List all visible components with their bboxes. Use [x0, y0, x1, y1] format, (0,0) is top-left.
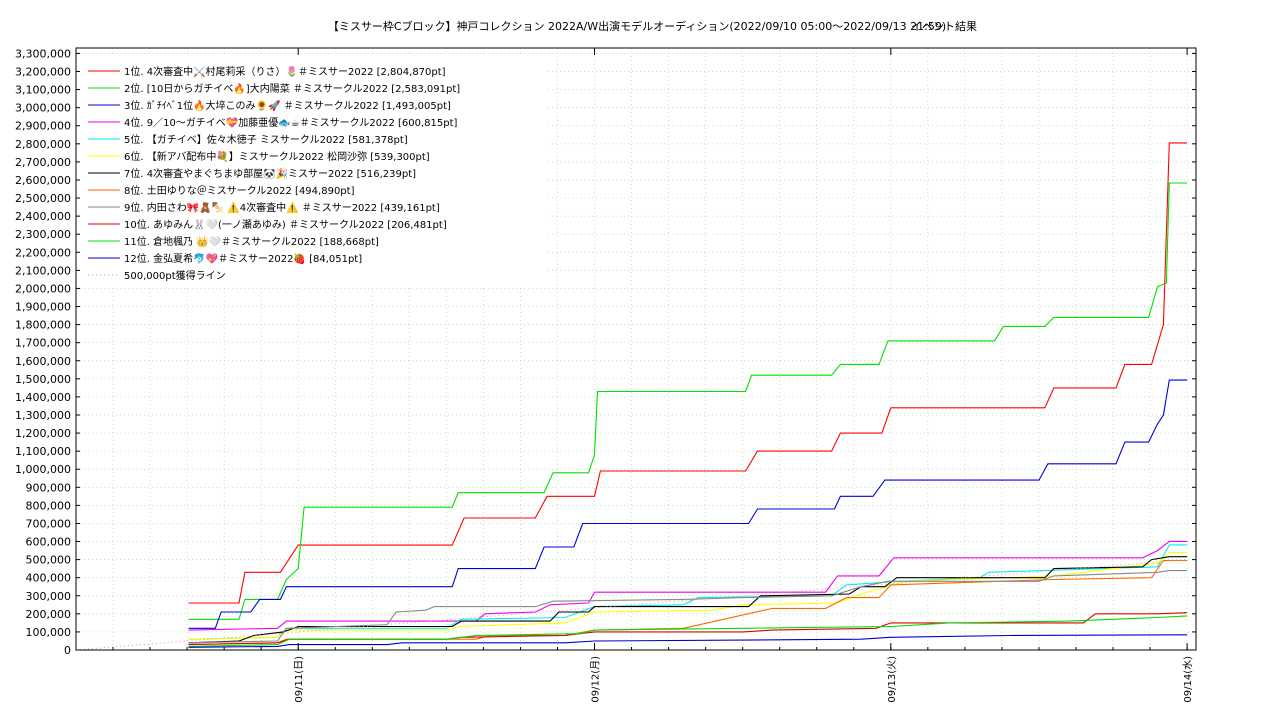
y-tick-label: 2,500,000	[15, 192, 71, 205]
legend-label: 2位. [10日からガチイベ🔥]大内陽菜 ＃ミスサークル2022 [2,583,…	[124, 82, 460, 95]
legend-box	[80, 55, 548, 288]
y-tick-label: 1,200,000	[15, 427, 71, 440]
legend: 1位. 4次審査中⚔️村尾莉采（りさ）🌷＃ミスサー2022 [2,804,870…	[80, 55, 548, 288]
series-line-6	[188, 551, 1188, 640]
y-tick-label: 1,800,000	[15, 319, 71, 332]
y-tick-label: 200,000	[26, 608, 72, 621]
y-tick-label: 700,000	[26, 517, 72, 530]
legend-label: 7位. 4次審査やまぐちまゆ部屋🐼🎉ミスサー2022 [516,239pt]	[124, 167, 416, 180]
y-tick-label: 2,600,000	[15, 174, 71, 187]
y-tick-label: 0	[64, 644, 71, 657]
x-tick-label: 09/13(火)	[886, 656, 898, 703]
y-tick-label: 2,000,000	[15, 282, 71, 295]
series-line-11	[188, 615, 1188, 647]
y-tick-label: 2,800,000	[15, 138, 71, 151]
y-tick-label: 1,900,000	[15, 301, 71, 314]
axes: 0 100,000 200,000 300,000 400,000 500,000 600,…	[15, 47, 1196, 703]
y-tick-label: 900,000	[26, 481, 72, 494]
legend-label: 10位. あゆみん🐰🤍(一ノ瀬あゆみ) ＃ミスサークル2022 [206,481…	[124, 218, 447, 231]
legend-label: 12位. 金弘夏希🐬💖＃ミスサー2022🍓 [84,051pt]	[124, 252, 362, 265]
y-tick-label: 2,300,000	[15, 228, 71, 241]
legend-label: 5位. 【ガチイベ】佐々木徳子 ミスサークル2022 [581,378pt]	[124, 133, 408, 146]
x-tick-label: 09/14(水)	[1182, 656, 1194, 703]
chart-title: 【ミスサー枠Cブロック】神戸コレクション 2022A/W出演モデルオーディション…	[328, 19, 946, 33]
y-tick-label: 1,700,000	[15, 337, 71, 350]
y-tick-label: 400,000	[26, 572, 72, 585]
y-tick-label: 1,300,000	[15, 409, 71, 422]
y-tick-label: 600,000	[26, 536, 72, 549]
legend-label: 3位. ｶﾞﾁｲﾍﾞ1位🔥大埣このみ🌻🚀 ＃ミスサークル2022 [1,493,…	[124, 99, 451, 112]
legend-label: 1位. 4次審査中⚔️村尾莉采（りさ）🌷＃ミスサー2022 [2,804,870…	[124, 65, 446, 78]
y-tick-label: 300,000	[26, 590, 72, 603]
x-tick-label: 09/11(日)	[294, 656, 305, 703]
y-tick-label: 3,200,000	[15, 66, 71, 79]
y-tick-label: 2,100,000	[15, 264, 71, 277]
legend-label: 11位. 倉地楓乃 👑🤍＃ミスサークル2022 [188,668pt]	[124, 235, 379, 248]
y-tick-label: 3,100,000	[15, 84, 71, 97]
y-tick-label: 1,000,000	[15, 463, 71, 476]
y-tick-label: 2,700,000	[15, 156, 71, 169]
series-line-3	[188, 379, 1188, 629]
y-tick-label: 2,900,000	[15, 120, 71, 133]
y-tick-label: 2,400,000	[15, 210, 71, 223]
series-line-12	[188, 634, 1188, 648]
y-tick-label: 2,200,000	[15, 246, 71, 259]
y-tick-label: 100,000	[26, 626, 72, 639]
series-line-5	[188, 544, 1188, 640]
series-layer	[75, 142, 1188, 651]
y-tick-label: 1,400,000	[15, 391, 71, 404]
y-tick-label: 800,000	[26, 499, 72, 512]
series-line-13	[75, 559, 1188, 651]
legend-label: 9位. 内田さわ🎀🧸🍢 ⚠️4次審査中⚠️ ＃ミスサー2022 [439,161…	[124, 201, 440, 214]
series-line-2	[188, 182, 1188, 620]
series-line-1	[188, 142, 1188, 604]
legend-label: 4位. 9／10～ガチイベ💝加藤亜優🐟☕＃ミスサークル2022 [600,815…	[124, 116, 458, 129]
x-tick-label: 09/12(月)	[590, 656, 602, 703]
y-tick-label: 1,600,000	[15, 355, 71, 368]
y-tick-label: 1,100,000	[15, 445, 71, 458]
legend-label: 500,000pt獲得ライン	[124, 269, 226, 282]
plot-frame	[75, 47, 1197, 651]
y-tick-label: 3,300,000	[15, 47, 71, 60]
chart-subtitle: イベント結果	[911, 19, 977, 33]
grid	[75, 48, 1196, 651]
y-tick-label: 3,000,000	[15, 102, 71, 115]
legend-label: 8位. 土田ゆりな＠ミスサークル2022 [494,890pt]	[124, 184, 355, 197]
legend-label: 6位. 【新アバ配布中💐】ミスサークル2022 松岡沙弥 [539,300pt]	[124, 150, 430, 163]
y-tick-label: 500,000	[26, 554, 72, 567]
y-tick-label: 1,500,000	[15, 373, 71, 386]
series-line-4	[188, 540, 1188, 631]
